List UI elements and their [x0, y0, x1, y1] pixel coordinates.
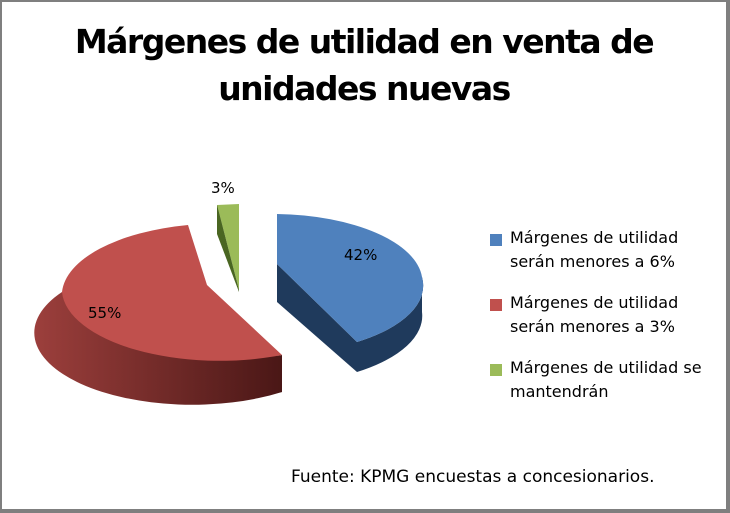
legend-text: Márgenes de utilidad: [510, 293, 679, 312]
legend-swatch-blue: [490, 234, 502, 246]
legend-item-green[interactable]: Márgenes de utilidad se mantendrán: [490, 356, 725, 404]
legend-text: serán menores a 3%: [510, 317, 675, 336]
legend-text: Márgenes de utilidad: [510, 228, 679, 247]
source-note: Fuente: KPMG encuestas a concesionarios.: [291, 467, 655, 487]
pie-slice-blue[interactable]: [277, 214, 424, 372]
data-label-blue: 42%: [344, 246, 378, 264]
pie-slice-red[interactable]: [34, 225, 282, 405]
legend-item-blue[interactable]: Márgenes de utilidad serán menores a 6%: [490, 226, 725, 274]
chart-title-line-1: Márgenes de utilidad en venta de: [74, 22, 655, 61]
legend-item-red[interactable]: Márgenes de utilidad serán menores a 3%: [490, 291, 725, 339]
pie-slice-green[interactable]: [217, 204, 239, 292]
legend-text: mantendrán: [510, 382, 609, 401]
legend-swatch-red: [490, 299, 502, 311]
legend-text: serán menores a 6%: [510, 252, 675, 271]
legend: Márgenes de utilidad serán menores a 6% …: [490, 226, 726, 421]
legend-text: Márgenes de utilidad se: [510, 358, 702, 377]
data-label-green: 3%: [211, 179, 235, 197]
chart-title-line-2: unidades nuevas: [218, 69, 511, 108]
legend-swatch-green: [490, 364, 502, 376]
data-label-red: 55%: [88, 304, 122, 322]
